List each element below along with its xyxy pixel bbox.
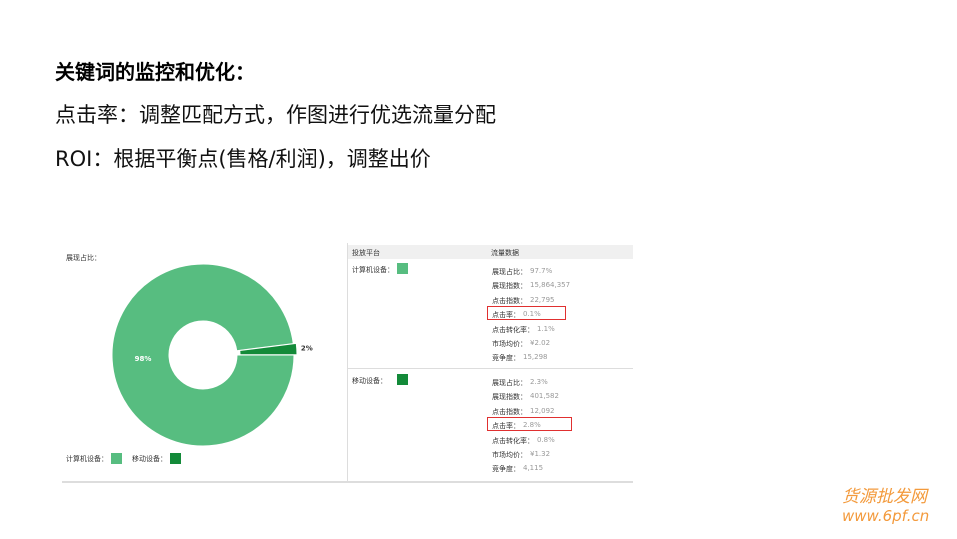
watermark-name: 货源批发网 [842, 487, 927, 507]
metric-label: 点击指数： [492, 296, 527, 305]
metric-value: 15,298 [523, 353, 548, 362]
watermark-url: www.6pf.cn [842, 507, 930, 525]
header-cell: 流量数据 [491, 249, 519, 257]
metric-label: 点击率： [492, 422, 520, 431]
donut-slice [111, 263, 295, 447]
highlight-box [487, 417, 572, 432]
legend-label: 移动设备： [132, 454, 167, 463]
platform: 计算机设备： [352, 266, 394, 274]
metric-label: 点击转化率： [492, 325, 534, 334]
text-line: 点击率：调整匹配方式，作图进行优选流量分配 [55, 103, 496, 127]
metric-label: 展现指数： [492, 393, 527, 402]
metric-value: ¥2.02 [530, 339, 551, 347]
donut-slice [239, 342, 298, 356]
platform: 移动设备： [352, 377, 387, 385]
metric-value: ¥1.32 [530, 450, 551, 458]
metric-value: 22,795 [530, 295, 555, 304]
heading: 关键词的监控和优化： [55, 60, 255, 84]
metric-value: 401,582 [530, 392, 559, 401]
metric-value: 0.8% [537, 435, 555, 444]
metric-value: 97.7% [530, 267, 553, 275]
metric-label: 点击指数： [492, 407, 527, 416]
text-line: ROI：根据平衡点(售格/利润)，调整出价 [55, 147, 431, 171]
chart-title: 展现占比： [66, 254, 101, 262]
legend-swatch [111, 453, 122, 464]
metric-value: 2.8% [523, 421, 541, 430]
metric-value: 2.3% [530, 378, 548, 386]
metric-label: 点击转化率： [492, 436, 534, 445]
data-label: 98% [135, 355, 152, 363]
screenshot: 展现占比： 98% 2% 计算机设备： 移动设备： 投放平台 流量数据计算机设备： 展现占… [62, 243, 633, 483]
metric-label: 展现占比： [492, 379, 527, 387]
swatch [397, 374, 408, 385]
row-divider [348, 368, 633, 369]
metric-value: 12,092 [530, 406, 555, 415]
metric-value: 15,864,357 [530, 281, 571, 290]
swatch [397, 263, 408, 274]
data-label: 2% [301, 344, 313, 352]
divider [347, 243, 348, 481]
metric-label: 展现占比： [492, 268, 527, 276]
donut-chart: 98% 2% 计算机设备： 移动设备： [66, 263, 313, 464]
metric-label: 展现指数： [492, 282, 527, 291]
metric-label: 点击率： [492, 311, 520, 320]
metric-value: 1.1% [537, 324, 555, 333]
metric-label: 竞争度： [492, 354, 520, 363]
metric-label: 市场均价： [492, 340, 527, 348]
metric-value: 0.1% [523, 310, 541, 319]
legend-label: 计算机设备： [66, 454, 108, 463]
table-header [348, 245, 633, 259]
metric-label: 市场均价： [492, 451, 527, 459]
legend-swatch [170, 453, 181, 464]
metric-value: 4,115 [523, 464, 544, 473]
highlight-box [487, 306, 566, 321]
header-cell: 投放平台 [352, 249, 380, 257]
metric-label: 竞争度： [492, 465, 520, 474]
